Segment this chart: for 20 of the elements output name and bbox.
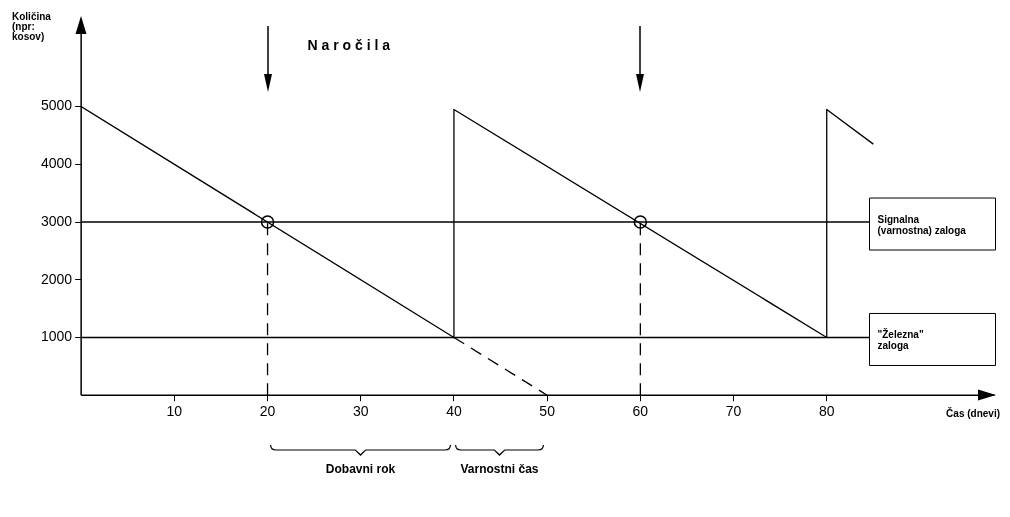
x-tick-label: 10: [166, 403, 183, 420]
x-tick-label: 60: [632, 403, 649, 420]
y-tick-label: 1000: [40, 328, 73, 345]
x-tick-label: 30: [352, 403, 369, 420]
ref-line-label: "Železna" zaloga: [877, 328, 924, 352]
x-axis-title: Čas (dnevi): [946, 406, 1000, 419]
annotation: N a r o č i l a: [307, 36, 391, 53]
x-tick-label: 20: [259, 403, 276, 420]
text: Dobavni rok: [325, 461, 396, 476]
ref-line-label: Signalna (varnostna) zaloga: [877, 214, 967, 237]
y-tick-label: 2000: [40, 270, 73, 287]
x-tick-label: 40: [446, 403, 462, 420]
text: Varnostni čas: [460, 461, 539, 476]
y-axis-title: Količina (npr: kosov): [12, 10, 52, 42]
y-tick-label: 3000: [40, 212, 73, 229]
x-tick-label: 80: [818, 403, 835, 420]
x-tick-label: 50: [539, 403, 556, 420]
y-tick-label: 4000: [40, 155, 73, 172]
y-tick-label: 5000: [40, 97, 73, 114]
x-tick-label: 70: [725, 403, 742, 420]
